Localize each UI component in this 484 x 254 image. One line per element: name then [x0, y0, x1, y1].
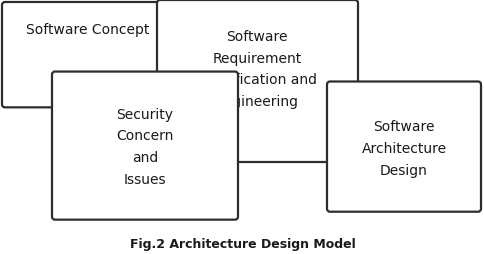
Text: Software
Requirement
Specification and
engineering: Software Requirement Specification and e… [197, 30, 317, 109]
FancyBboxPatch shape [2, 2, 178, 107]
FancyBboxPatch shape [326, 82, 480, 212]
FancyBboxPatch shape [52, 72, 238, 220]
Text: Security
Concern
and
Issues: Security Concern and Issues [116, 107, 173, 187]
Text: Software Concept: Software Concept [26, 23, 150, 37]
FancyBboxPatch shape [157, 0, 357, 162]
Text: Fig.2 Architecture Design Model: Fig.2 Architecture Design Model [129, 239, 355, 251]
Text: Software
Architecture
Design: Software Architecture Design [361, 120, 446, 178]
